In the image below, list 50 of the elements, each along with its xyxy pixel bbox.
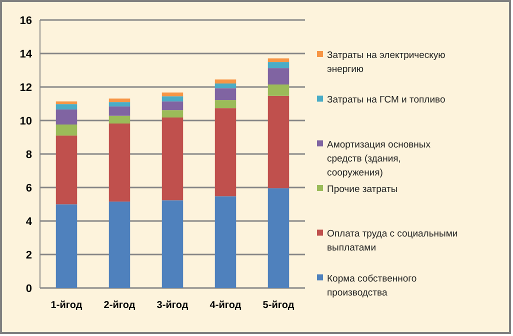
y-tick-label: 14 (20, 48, 33, 60)
x-tick-label: 3-йгод (156, 300, 189, 311)
bar (214, 100, 236, 108)
bar (56, 109, 78, 125)
x-tick-label: 5-йгод (262, 300, 295, 311)
bar (108, 202, 130, 288)
bar (56, 101, 78, 104)
bar (108, 98, 130, 102)
x-tick-label: 4-йгод (210, 300, 242, 311)
bar (56, 104, 78, 110)
x-tick-label: 2-йгод (104, 300, 136, 311)
bar (56, 204, 78, 288)
y-tick-label: 10 (20, 115, 32, 128)
y-tick-label: 2 (26, 249, 32, 262)
y-tick-label: 16 (20, 14, 32, 27)
bar (214, 108, 236, 196)
bar (268, 84, 290, 96)
y-tick-label: 12 (20, 82, 32, 94)
bar (268, 188, 290, 288)
bar (162, 117, 184, 200)
x-tick-label: 1-йгод (50, 300, 83, 311)
bar (108, 124, 130, 202)
bar (214, 88, 236, 100)
bar (162, 101, 184, 110)
bar (162, 110, 184, 118)
legend-label: Затраты на электрическую энергию (327, 50, 446, 75)
bar (56, 136, 78, 204)
legend-label: Корма собственного производства (327, 273, 417, 298)
bar (108, 102, 130, 106)
bar (162, 96, 184, 102)
bar (56, 124, 78, 136)
y-tick-label: 6 (26, 182, 32, 194)
bar (214, 79, 236, 84)
bar (214, 83, 236, 88)
bar (268, 68, 290, 84)
bar (162, 200, 184, 288)
bar (268, 96, 290, 188)
bar (108, 116, 130, 124)
bar (268, 62, 290, 68)
y-tick-label: 8 (26, 148, 32, 161)
legend-label: Прочие затраты (327, 184, 398, 195)
bar (214, 196, 236, 288)
legend-label: Затраты на ГСМ и топливо (327, 94, 446, 106)
bar (162, 92, 184, 96)
y-tick-label: 4 (26, 216, 33, 228)
legend-label: Амортизация основных средств (здания, сооружения) (327, 139, 431, 178)
bar (108, 106, 130, 116)
y-tick-label: 0 (26, 282, 32, 295)
bar (268, 58, 290, 62)
legend-label: Оплата труда с социальными выплатами (327, 228, 458, 254)
